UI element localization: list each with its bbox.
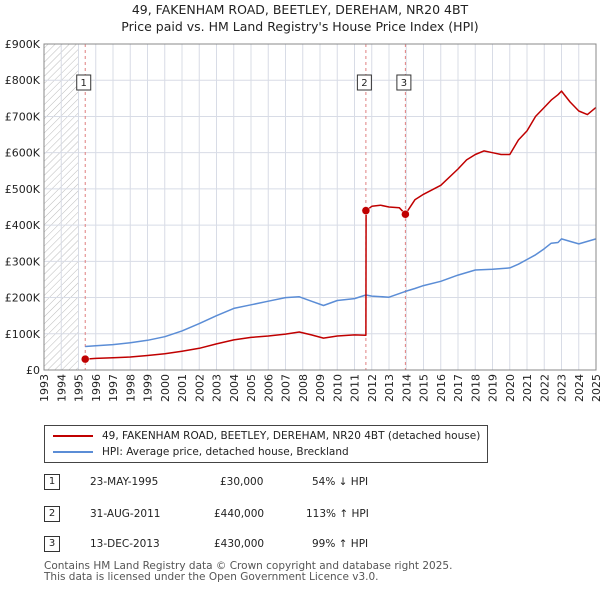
x-tick-label: 2010 [331, 374, 344, 402]
legend-label-hpi: HPI: Average price, detached house, Brec… [102, 446, 349, 458]
sale-number-badge: 2 [44, 506, 60, 522]
sale-price: £440,000 [214, 508, 265, 520]
sale-hpi-change: 113% ↑ HPI [306, 508, 369, 520]
hpi-line [85, 238, 597, 348]
x-tick-label: 2013 [383, 374, 396, 402]
sale-hpi-change: 99% ↑ HPI [312, 538, 369, 550]
x-tick-label: 2023 [556, 374, 569, 402]
x-tick-label: 2025 [590, 374, 600, 402]
license-line: This data is licensed under the Open Gov… [44, 571, 379, 583]
sale-number-badge: 3 [44, 536, 60, 552]
x-tick-label: 2009 [314, 374, 327, 402]
x-tick-label: 1995 [73, 374, 86, 402]
x-tick-label: 2000 [159, 374, 172, 402]
sale-point [80, 354, 90, 364]
x-tick-label: 2007 [280, 374, 293, 402]
legend-swatch-hpi [53, 451, 93, 453]
sale-label-box [396, 74, 412, 91]
sale-label-number: 2 [361, 78, 367, 89]
y-tick-label: £600K [5, 147, 41, 160]
sale-price: £30,000 [220, 476, 264, 488]
x-tick-label: 2005 [245, 374, 258, 402]
sale-point [361, 206, 371, 215]
legend-swatch-property [53, 435, 93, 437]
x-tick-label: 2006 [262, 374, 275, 402]
sale-date: 31-AUG-2011 [90, 508, 161, 520]
sale-label-number: 1 [81, 78, 87, 89]
y-tick-label: £800K [5, 74, 41, 87]
property-price-line [85, 90, 597, 360]
x-tick-label: 2021 [521, 374, 534, 402]
plot-border [43, 43, 597, 371]
y-tick-label: £900K [5, 38, 41, 51]
x-tick-label: 2024 [573, 374, 586, 402]
table-row: 3 13-DEC-2013 £430,000 99% ↑ HPI [44, 534, 584, 554]
x-tick-label: 2003 [211, 374, 224, 402]
x-tick-label: 2015 [418, 374, 431, 402]
y-tick-label: £700K [5, 110, 41, 123]
price-chart: £0 £100K £200K £300K £400K £500K £600K £700K £80… [5, 38, 600, 402]
x-tick-label: 2011 [349, 374, 362, 402]
x-tick-label: 2016 [435, 374, 448, 402]
x-tick-label: 2014 [400, 374, 413, 402]
sale-date: 23-MAY-1995 [90, 476, 159, 488]
x-tick-label: 1997 [107, 374, 120, 402]
y-tick-label: £200K [5, 292, 41, 305]
sale-label-box [76, 74, 92, 91]
y-tick-label: £300K [5, 255, 41, 268]
x-tick-label: 2002 [193, 374, 206, 402]
y-tick-label: £100K [5, 328, 41, 341]
sale-hpi-change: 54% ↓ HPI [312, 476, 369, 488]
sale-label-number: 3 [401, 78, 407, 89]
x-tick-label: 2017 [452, 374, 465, 402]
sale-number-badge: 1 [44, 474, 60, 490]
sale-point [401, 209, 410, 219]
footer-notice: Contains HM Land Registry data © Crown c… [44, 561, 452, 583]
chart-title: 49, FAKENHAM ROAD, BEETLEY, DEREHAM, NR2… [131, 2, 469, 17]
sale-label-box [356, 74, 372, 91]
chart-subtitle: Price paid vs. HM Land Registry's House … [121, 19, 479, 34]
x-tick-label: 2022 [538, 374, 551, 402]
x-tick-label: 2001 [176, 374, 189, 402]
y-tick-label: £400K [5, 219, 41, 232]
x-tick-label: 2019 [487, 374, 500, 402]
copyright-line: Contains HM Land Registry data © Crown c… [44, 560, 453, 572]
sale-price: £430,000 [214, 538, 265, 550]
y-tick-label: £0 [26, 364, 40, 377]
table-row: 1 23-MAY-1995 £30,000 54% ↓ HPI [44, 472, 584, 492]
x-tick-label: 2008 [297, 374, 310, 402]
legend-label-property: 49, FAKENHAM ROAD, BEETLEY, DEREHAM, NR2… [102, 430, 481, 442]
x-tick-label: 1998 [124, 374, 137, 402]
x-tick-label: 2018 [469, 374, 482, 402]
x-tick-label: 1996 [90, 374, 103, 402]
y-tick-label: £500K [5, 183, 41, 196]
x-tick-label: 1999 [142, 374, 155, 402]
x-tick-label: 2004 [228, 374, 241, 402]
table-row: 2 31-AUG-2011 £440,000 113% ↑ HPI [44, 504, 584, 524]
x-tick-label: 1994 [55, 374, 68, 402]
x-tick-label: 2020 [504, 374, 517, 402]
x-tick-label: 2012 [366, 374, 379, 402]
x-tick-label: 1993 [38, 374, 51, 402]
sale-date: 13-DEC-2013 [90, 538, 160, 550]
legend: 49, FAKENHAM ROAD, BEETLEY, DEREHAM, NR2… [44, 425, 488, 463]
